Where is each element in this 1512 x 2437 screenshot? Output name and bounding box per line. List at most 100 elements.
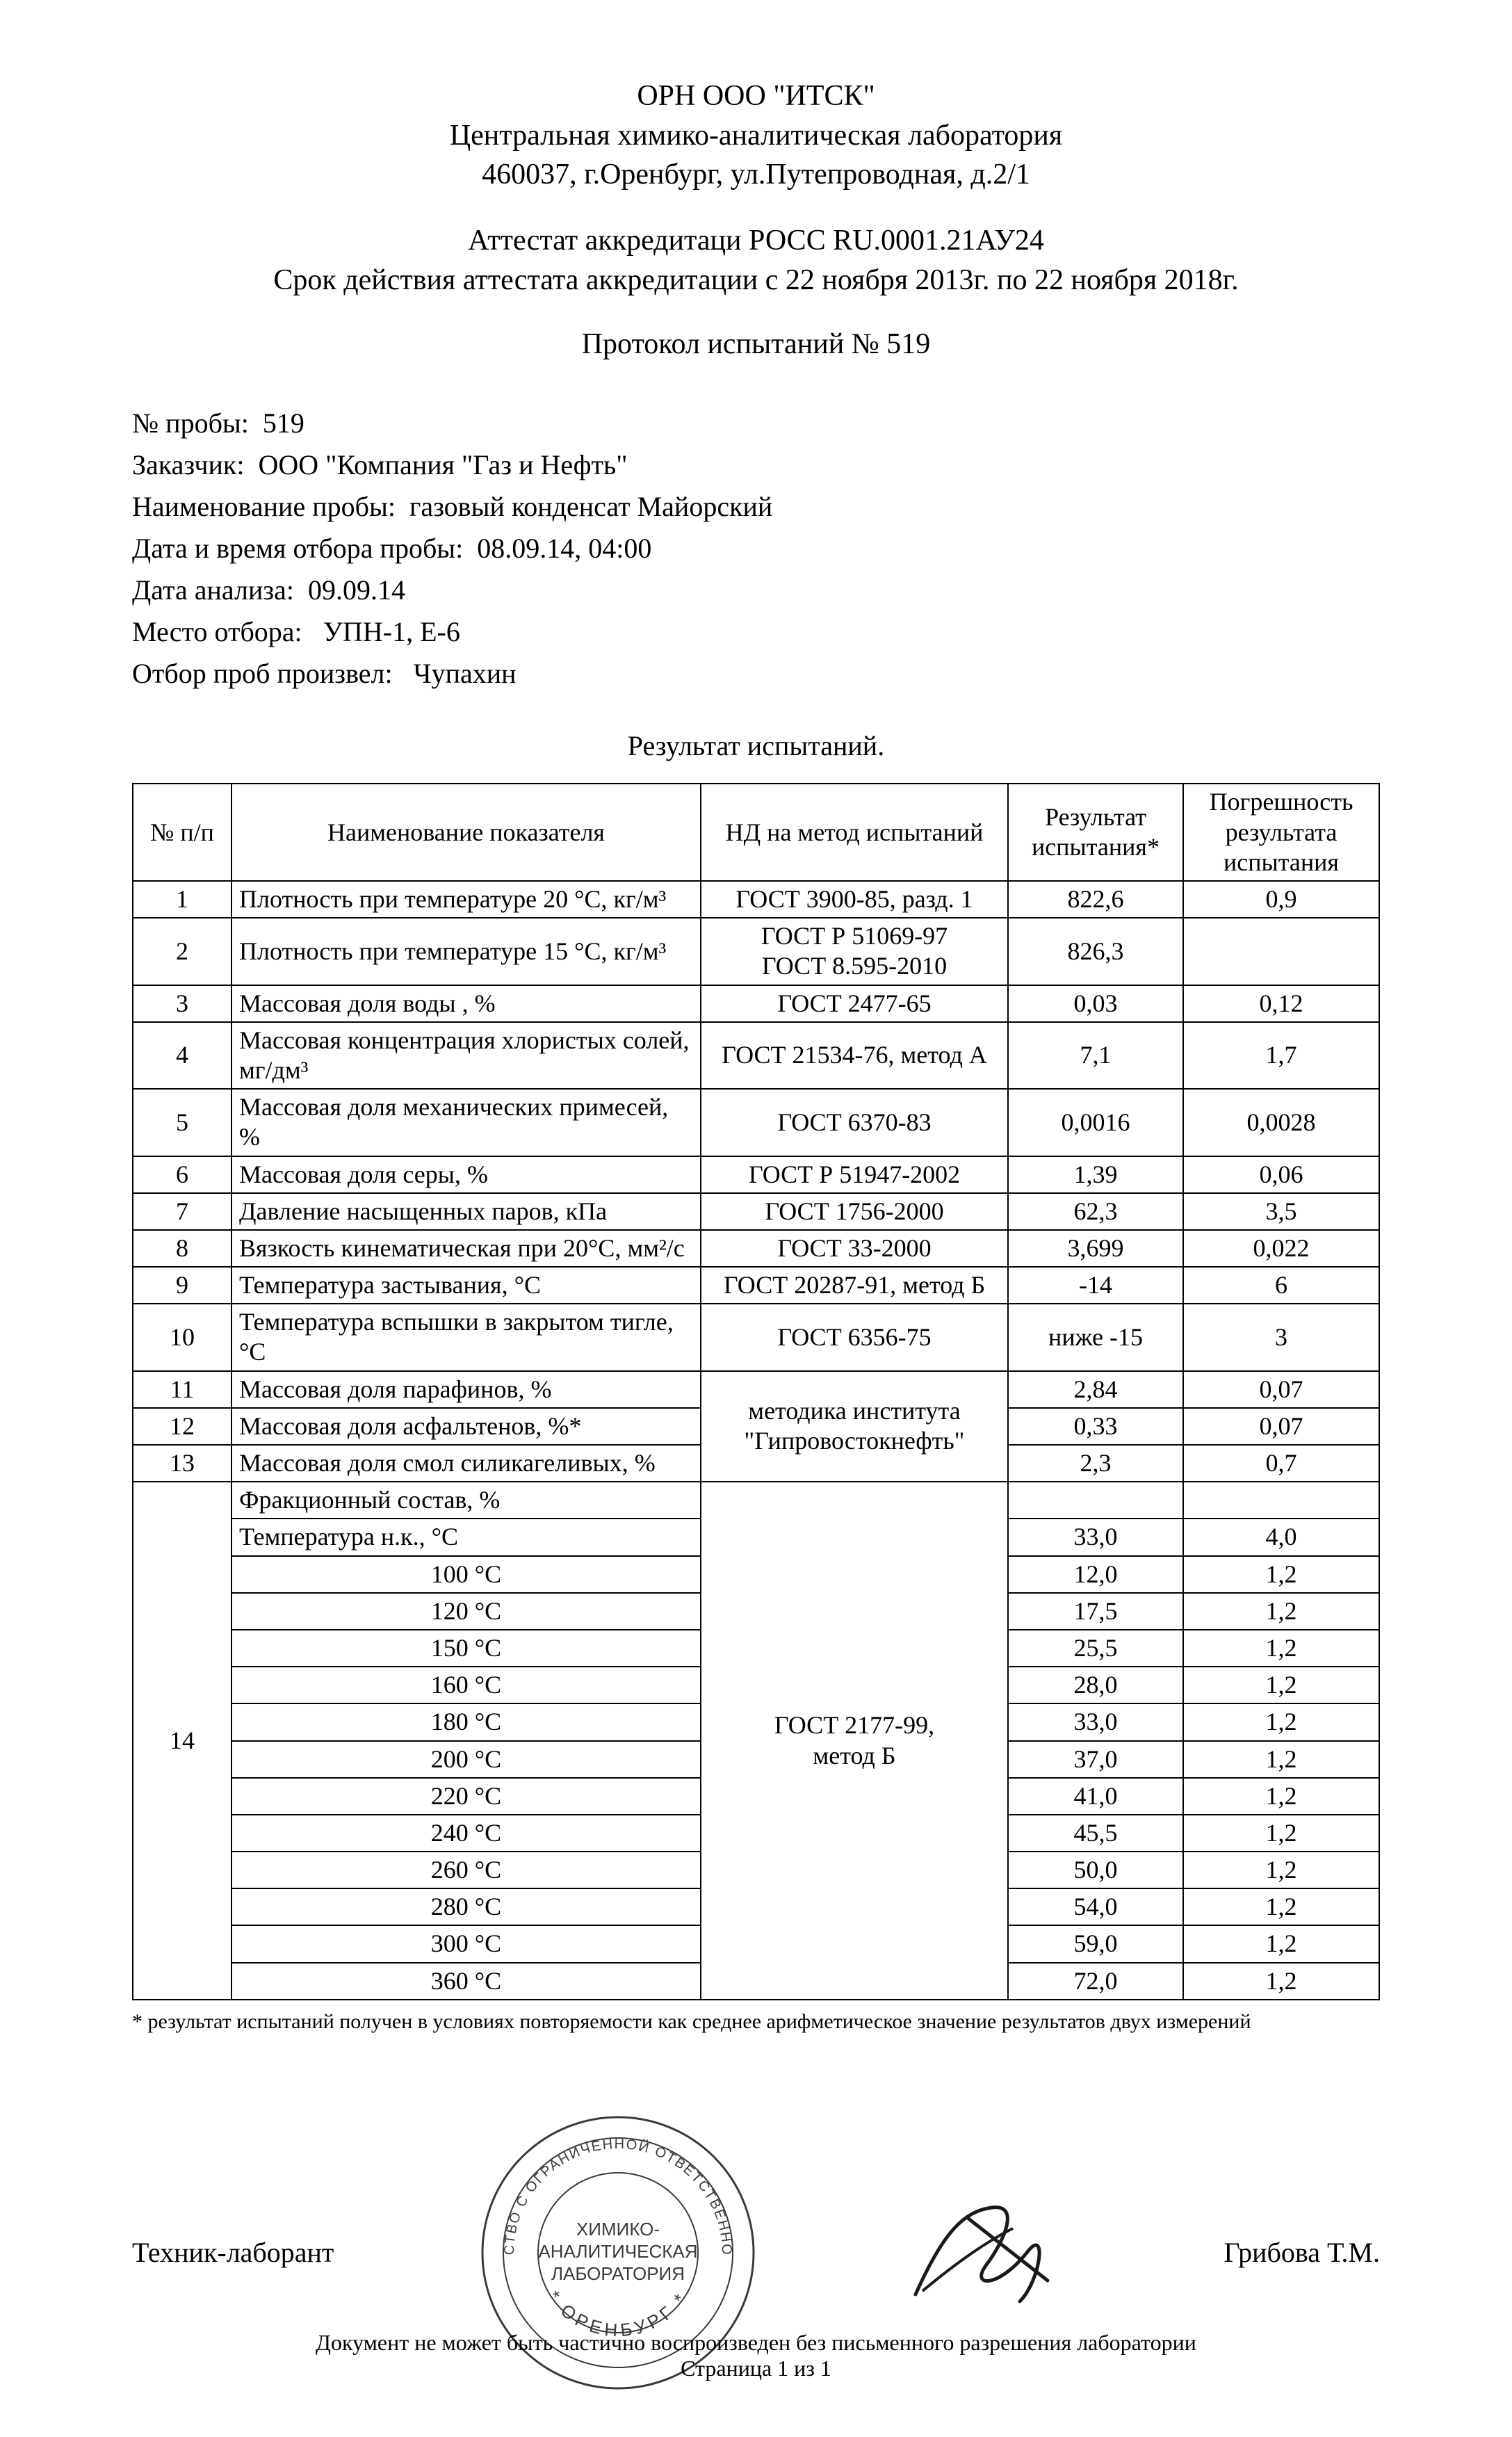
table-row: 2Плотность при температуре 15 °С, кг/м³Г…	[133, 918, 1379, 985]
table-cell: ГОСТ 21534-76, метод А	[701, 1022, 1008, 1089]
col-header-error: Погрешность результата испытания	[1183, 784, 1379, 881]
table-row: 14Фракционный состав, %ГОСТ 2177-99,мето…	[133, 1482, 1379, 1519]
table-cell: 33,0	[1008, 1519, 1183, 1555]
table-cell: ГОСТ Р 51069-97ГОСТ 8.595-2010	[701, 918, 1008, 985]
table-cell: 37,0	[1008, 1741, 1183, 1778]
table-cell: 360 °С	[231, 1963, 701, 2000]
table-cell: 0,06	[1183, 1156, 1379, 1193]
table-cell	[1008, 1482, 1183, 1519]
table-cell: 0,03	[1008, 985, 1183, 1022]
table-cell: 4,0	[1183, 1519, 1379, 1555]
table-row: 6Массовая доля серы, %ГОСТ Р 51947-20021…	[133, 1156, 1379, 1193]
table-cell: 300 °С	[231, 1925, 701, 1962]
table-cell: 72,0	[1008, 1963, 1183, 2000]
table-cell: 11	[133, 1371, 231, 1408]
table-cell: 50,0	[1008, 1852, 1183, 1888]
table-cell: 59,0	[1008, 1925, 1183, 1962]
svg-text:ЛАБОРАТОРИЯ: ЛАБОРАТОРИЯ	[551, 2263, 685, 2284]
table-cell: 54,0	[1008, 1888, 1183, 1925]
table-cell: 7	[133, 1193, 231, 1230]
address: 460037, г.Оренбург, ул.Путепроводная, д.…	[132, 155, 1380, 195]
table-cell: 180 °С	[231, 1703, 701, 1740]
signer-name: Грибова Т.М.	[1224, 2236, 1380, 2269]
table-row: 9Температура застывания, °СГОСТ 20287-91…	[133, 1267, 1379, 1304]
table-cell: 0,0028	[1183, 1089, 1379, 1156]
table-cell: 0,07	[1183, 1371, 1379, 1408]
table-cell: 0,33	[1008, 1408, 1183, 1445]
table-cell: 14	[133, 1482, 231, 2000]
table-cell: 0,12	[1183, 985, 1379, 1022]
table-cell: 6	[1183, 1267, 1379, 1304]
col-header-name: Наименование показателя	[231, 784, 701, 881]
table-row: 8Вязкость кинематическая при 20°С, мм²/с…	[133, 1230, 1379, 1267]
signature-icon	[902, 2190, 1082, 2315]
table-cell: ГОСТ 2177-99,метод Б	[701, 1482, 1008, 2000]
col-header-nd: НД на метод испытаний	[701, 784, 1008, 881]
page-footer: Документ не может быть частично воспроиз…	[0, 2330, 1512, 2381]
table-row: 4Массовая концентрация хлористых солей, …	[133, 1022, 1379, 1089]
results-title: Результат испытаний.	[132, 729, 1380, 762]
table-row: 10Температура вспышки в закрытом тигле, …	[133, 1304, 1379, 1370]
table-cell: Массовая доля парафинов, %	[231, 1371, 701, 1408]
table-row: 11Массовая доля парафинов, %методика инс…	[133, 1371, 1379, 1408]
table-cell: Плотность при температуре 20 °С, кг/м³	[231, 881, 701, 918]
table-cell: 200 °С	[231, 1741, 701, 1778]
table-cell: 150 °С	[231, 1630, 701, 1667]
table-cell: 33,0	[1008, 1703, 1183, 1740]
table-cell: 822,6	[1008, 881, 1183, 918]
table-cell: Массовая доля асфальтенов, %*	[231, 1408, 701, 1445]
table-cell: 1,2	[1183, 1778, 1379, 1815]
table-cell: 9	[133, 1267, 231, 1304]
table-cell: ГОСТ 2477-65	[701, 985, 1008, 1022]
lab-name: Центральная химико-аналитическая лаборат…	[132, 116, 1380, 156]
footer-page: Страница 1 из 1	[0, 2356, 1512, 2381]
table-cell: 2	[133, 918, 231, 985]
svg-text:ХИМИКО-: ХИМИКО-	[576, 2219, 660, 2240]
table-cell: 1,2	[1183, 1925, 1379, 1962]
table-cell: ГОСТ 33-2000	[701, 1230, 1008, 1267]
table-cell: 3	[133, 985, 231, 1022]
table-cell: 41,0	[1008, 1778, 1183, 1815]
table-cell: 280 °С	[231, 1888, 701, 1925]
meta-sample-no: № пробы: 519	[132, 403, 1380, 444]
results-table: № п/п Наименование показателя НД на мето…	[132, 783, 1380, 2000]
table-cell: 1,2	[1183, 1888, 1379, 1925]
table-row: 3Массовая доля воды , %ГОСТ 2477-650,030…	[133, 985, 1379, 1022]
table-cell: 826,3	[1008, 918, 1183, 985]
col-header-n: № п/п	[133, 784, 231, 881]
meta-place: Место отбора: УПН-1, Е-6	[132, 611, 1380, 653]
table-cell: 1,7	[1183, 1022, 1379, 1089]
table-cell: 17,5	[1008, 1593, 1183, 1630]
table-cell: 120 °С	[231, 1593, 701, 1630]
table-cell: ГОСТ 6356-75	[701, 1304, 1008, 1370]
cert-term: Срок действия аттестата аккредитации с 2…	[132, 261, 1380, 300]
col-header-result: Результат испытания*	[1008, 784, 1183, 881]
table-cell: 7,1	[1008, 1022, 1183, 1089]
table-cell: Массовая доля воды , %	[231, 985, 701, 1022]
table-cell: 1,2	[1183, 1593, 1379, 1630]
table-cell: Температура н.к., °С	[231, 1519, 701, 1555]
table-cell: 1,2	[1183, 1556, 1379, 1593]
table-cell: 1,2	[1183, 1815, 1379, 1852]
meta-date-analysis: Дата анализа: 09.09.14	[132, 569, 1380, 611]
table-cell: 0,0016	[1008, 1089, 1183, 1156]
table-cell: ГОСТ 1756-2000	[701, 1193, 1008, 1230]
table-cell: 100 °С	[231, 1556, 701, 1593]
table-cell: Плотность при температуре 15 °С, кг/м³	[231, 918, 701, 985]
table-cell: Массовая доля механических примесей, %	[231, 1089, 701, 1156]
table-cell: 3,5	[1183, 1193, 1379, 1230]
protocol-title: Протокол испытаний № 519	[132, 327, 1380, 361]
table-cell: 260 °С	[231, 1852, 701, 1888]
table-cell: 1,2	[1183, 1630, 1379, 1667]
table-cell: 0,7	[1183, 1445, 1379, 1482]
table-cell: -14	[1008, 1267, 1183, 1304]
meta-sampler: Отбор проб произвел: Чупахин	[132, 653, 1380, 695]
table-cell: 5	[133, 1089, 231, 1156]
meta-sample-name: Наименование пробы: газовый конденсат Ма…	[132, 486, 1380, 528]
table-cell: 2,84	[1008, 1371, 1183, 1408]
table-cell: 1,2	[1183, 1963, 1379, 2000]
table-cell: 8	[133, 1230, 231, 1267]
table-cell: методика института "Гипровостокнефть"	[701, 1371, 1008, 1482]
table-cell: 13	[133, 1445, 231, 1482]
table-row: 5Массовая доля механических примесей, %Г…	[133, 1089, 1379, 1156]
